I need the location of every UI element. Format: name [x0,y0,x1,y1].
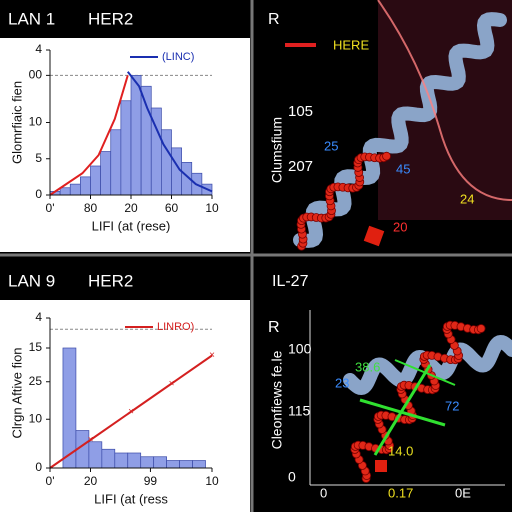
x-tick-label: 20 [124,201,138,215]
arrow [394,359,456,386]
y-tick-label: 00 [29,68,43,82]
label: 0 [320,485,327,500]
line [49,75,129,196]
bar [127,452,142,469]
glow-line [377,0,512,201]
plot-panel [0,300,250,512]
legend-label: LINRO) [157,321,194,333]
bar [130,75,142,196]
label: R [268,11,280,28]
y-axis-label: Glomrfiaic fien [9,81,24,164]
label: 24 [460,191,474,206]
y-tick-label: 10 [29,115,43,129]
panel-title: LAN 9 [8,271,55,290]
bar [120,100,132,196]
bar [171,147,182,196]
bar [62,347,77,469]
label: 0.17 [388,485,413,500]
y-tick-label: 4 [35,310,42,324]
label: 23 [335,375,349,390]
arrow [373,364,432,456]
y-tick-label: 4 [35,42,42,56]
y-tick-label: 25 [29,374,43,388]
y-tick-label: 10 [29,411,43,425]
point-marker: × [88,435,94,446]
bar [90,165,101,196]
x-tick-label: 60 [165,201,179,215]
x-tick-label: 0' [46,201,55,215]
bar [59,187,71,196]
bar [88,441,103,469]
point-marker: × [169,378,175,389]
label: 20 [393,219,407,234]
x-tick-label: 99 [144,474,158,488]
point-marker: × [128,406,134,417]
label: 38.6 [355,359,380,374]
panel-subtitle: HER2 [88,9,133,28]
bar [140,456,155,469]
bar [161,129,172,196]
y-tick-label: 0 [35,460,42,474]
panel-subtitle: HER2 [88,271,133,290]
legend-label: (LINC) [162,51,194,63]
bead [382,151,391,161]
label: HERE [333,37,369,52]
label: IL-27 [272,273,309,290]
y-tick-label: 15 [29,340,43,354]
cube [375,460,387,472]
x-tick-label: 20 [84,474,98,488]
x-tick-label: 80 [84,201,98,215]
line [49,354,213,469]
x-axis-label: LIFI (at (rese) [92,218,171,233]
x-tick-label: 0' [46,474,55,488]
label: 207 [288,158,313,175]
x-tick-label: 10 [205,474,219,488]
x-axis-label: LIFI (at (ress [94,491,168,506]
bar [114,452,129,469]
x-tick-label: 10 [205,201,219,215]
label: 0 [288,469,296,485]
y-axis-label: Clrgn Aftive fion [9,347,24,438]
bar [80,176,91,196]
bar [100,151,112,196]
label: 115 [288,403,311,419]
panel-title: LAN 1 [8,9,55,28]
point-marker: × [209,350,215,361]
y-tick-label: 5 [35,151,42,165]
label: 72 [445,398,459,413]
y-tick-label: 0 [35,187,42,201]
label: 14.0 [388,443,413,458]
bar [192,460,206,469]
label: 25 [324,138,338,153]
bead [476,324,486,333]
bar [166,460,180,469]
label: 105 [288,103,313,120]
bar [69,183,81,196]
bar [153,456,167,469]
helix [343,334,512,396]
cube [363,225,385,247]
bar [110,129,122,196]
helix [293,12,507,248]
bar [101,448,116,469]
bar [179,460,193,469]
label: 45 [396,161,410,176]
label: 0E [455,485,471,500]
label: Clumsfium [269,117,285,183]
line [126,71,213,193]
label: Cleonfiews fe.le [269,350,285,449]
label: R [268,319,280,336]
label: 100 [288,341,312,357]
